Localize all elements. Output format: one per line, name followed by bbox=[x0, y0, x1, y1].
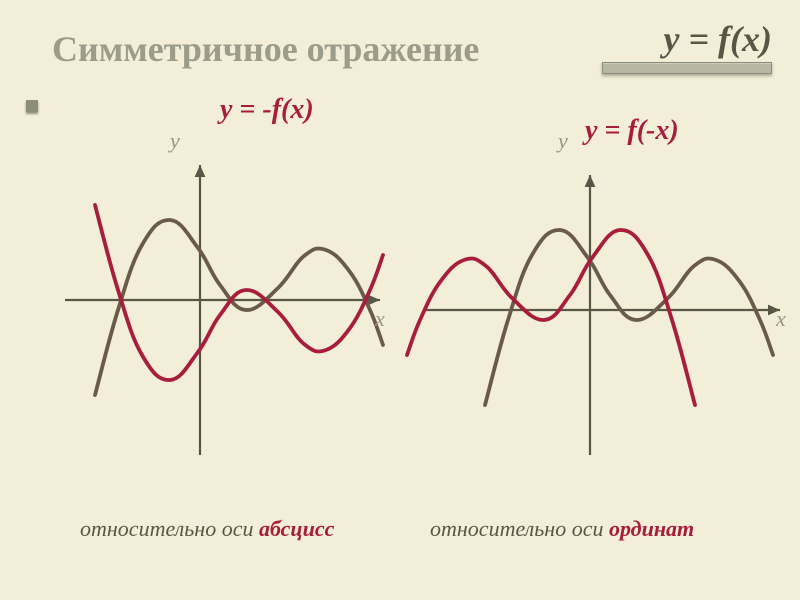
left-chart bbox=[60, 150, 390, 460]
fx-underline bbox=[602, 62, 772, 74]
right-x-axis-label: x bbox=[776, 306, 786, 332]
right-caption-emph: ординат bbox=[609, 516, 694, 541]
left-x-axis-label: x bbox=[375, 306, 385, 332]
right-chart-label: y = f(-x) bbox=[585, 115, 679, 147]
slide-bullet bbox=[26, 100, 38, 112]
page-title: Симметричное отражение bbox=[52, 28, 479, 70]
left-caption-prefix: относительно оси bbox=[80, 516, 259, 541]
right-y-axis-label: y bbox=[558, 128, 568, 154]
left-caption: относительно оси абсцисс bbox=[80, 516, 334, 542]
left-chart-label: y = -f(x) bbox=[220, 94, 314, 126]
right-caption-prefix: относительно оси bbox=[430, 516, 609, 541]
charts-region bbox=[0, 150, 800, 470]
left-caption-emph: абсцисс bbox=[259, 516, 334, 541]
left-y-axis-label: y bbox=[170, 128, 180, 154]
right-caption: относительно оси ординат bbox=[430, 516, 694, 542]
fx-header: y = f(x) bbox=[602, 18, 772, 74]
fx-label: y = f(x) bbox=[602, 18, 772, 60]
right-chart bbox=[420, 150, 790, 460]
